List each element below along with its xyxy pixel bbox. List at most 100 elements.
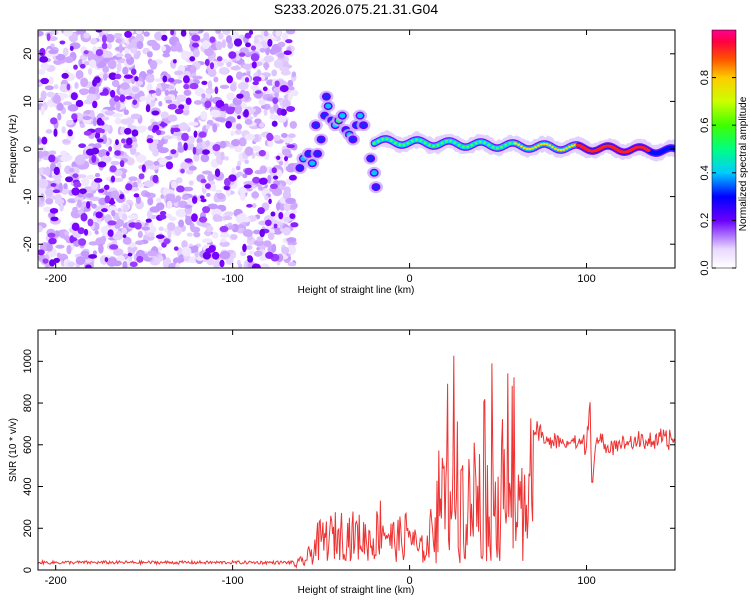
noise-speckle bbox=[280, 69, 291, 76]
noise-speckle bbox=[160, 111, 169, 119]
noise-speckle bbox=[91, 203, 97, 209]
colorbar-tick-label: 0.0 bbox=[699, 260, 711, 275]
noise-speckle bbox=[290, 209, 298, 215]
noise-speckle bbox=[135, 50, 141, 57]
noise-speckle bbox=[200, 178, 207, 184]
noise-speckle bbox=[254, 169, 264, 175]
noise-speckle bbox=[265, 251, 274, 259]
noise-speckle bbox=[209, 62, 215, 70]
carrier-peak bbox=[436, 143, 440, 147]
noise-speckle bbox=[143, 31, 150, 37]
noise-speckle bbox=[146, 69, 154, 75]
noise-speckle bbox=[90, 109, 95, 120]
noise-speckle bbox=[62, 47, 69, 57]
noise-speckle bbox=[252, 176, 261, 184]
noise-speckle bbox=[200, 153, 210, 163]
noise-speckle bbox=[46, 91, 55, 98]
noise-speckle bbox=[178, 104, 185, 110]
noise-speckle bbox=[88, 86, 96, 96]
noise-speckle bbox=[268, 198, 272, 205]
noise-speckle bbox=[231, 106, 236, 111]
carrier-peak bbox=[514, 142, 518, 145]
noise-speckle bbox=[243, 109, 249, 118]
noise-speckle bbox=[53, 84, 59, 90]
noise-speckle bbox=[158, 214, 167, 220]
noise-speckle bbox=[116, 255, 125, 262]
noise-speckle bbox=[149, 60, 158, 70]
noise-speckle bbox=[178, 219, 185, 228]
noise-speckle bbox=[42, 242, 47, 252]
spectrogram-ytick-label: 10 bbox=[22, 95, 34, 107]
noise-speckle bbox=[94, 230, 99, 235]
noise-speckle bbox=[214, 86, 219, 95]
noise-speckle bbox=[205, 123, 211, 130]
noise-speckle bbox=[50, 216, 59, 222]
noise-speckle bbox=[135, 33, 144, 44]
carrier-peak bbox=[499, 145, 504, 149]
carrier-peak bbox=[474, 141, 478, 145]
noise-speckle bbox=[244, 32, 252, 39]
noise-speckle bbox=[200, 198, 207, 203]
noise-speckle bbox=[270, 211, 276, 217]
noise-speckle bbox=[119, 94, 126, 103]
noise-speckle bbox=[198, 216, 208, 223]
noise-speckle bbox=[259, 263, 270, 268]
noise-speckle bbox=[83, 60, 90, 66]
noise-speckle bbox=[78, 238, 87, 246]
spectrogram-ytick-label: -20 bbox=[22, 236, 34, 252]
noise-speckle bbox=[244, 77, 250, 83]
noise-speckle bbox=[73, 181, 82, 188]
noise-speckle bbox=[59, 83, 69, 93]
noise-speckle bbox=[122, 204, 129, 213]
noise-speckle bbox=[61, 72, 69, 79]
noise-speckle bbox=[152, 124, 160, 131]
carrier-peak bbox=[470, 143, 474, 147]
noise-speckle bbox=[131, 129, 139, 137]
noise-speckle bbox=[50, 247, 57, 258]
noise-speckle bbox=[138, 173, 145, 180]
carrier-peak bbox=[519, 145, 523, 148]
noise-speckle bbox=[121, 227, 127, 235]
noise-speckle bbox=[115, 101, 121, 111]
noise-speckle bbox=[62, 101, 72, 106]
noise-speckle bbox=[155, 129, 162, 136]
noise-speckle bbox=[96, 138, 104, 143]
noise-speckle bbox=[170, 127, 175, 135]
noise-speckle bbox=[109, 197, 115, 206]
carrier-peak bbox=[423, 141, 427, 145]
noise-speckle bbox=[203, 32, 210, 40]
noise-speckle bbox=[120, 138, 126, 144]
noise-speckle bbox=[246, 255, 253, 260]
noise-speckle bbox=[105, 33, 115, 43]
noise-speckle bbox=[223, 185, 230, 191]
noise-speckle bbox=[136, 125, 148, 132]
noise-speckle bbox=[242, 63, 253, 70]
noise-speckle bbox=[243, 90, 250, 101]
onset-core bbox=[305, 151, 312, 157]
onset-core bbox=[314, 151, 321, 157]
noise-speckle bbox=[79, 154, 90, 160]
noise-speckle bbox=[83, 50, 89, 55]
noise-speckle bbox=[259, 228, 265, 238]
noise-speckle bbox=[98, 198, 107, 206]
noise-speckle bbox=[174, 108, 184, 115]
noise-speckle bbox=[198, 131, 207, 138]
noise-speckle bbox=[256, 236, 264, 242]
noise-speckle bbox=[245, 42, 251, 48]
spectrogram-ylabel: Frequency (Hz) bbox=[8, 115, 19, 184]
spectrogram-xtick-label: -200 bbox=[45, 273, 67, 285]
noise-speckle bbox=[79, 63, 86, 69]
noise-speckle bbox=[128, 41, 139, 51]
noise-speckle bbox=[273, 103, 279, 112]
noise-speckle bbox=[136, 255, 144, 263]
noise-speckle bbox=[113, 248, 124, 256]
noise-speckle bbox=[153, 160, 160, 166]
noise-speckle bbox=[58, 182, 63, 193]
noise-speckle bbox=[258, 177, 268, 185]
noise-speckle bbox=[92, 79, 97, 87]
noise-speckle bbox=[238, 81, 249, 91]
noise-speckle bbox=[251, 203, 257, 208]
noise-speckle bbox=[209, 109, 221, 118]
carrier-peak bbox=[483, 141, 487, 145]
